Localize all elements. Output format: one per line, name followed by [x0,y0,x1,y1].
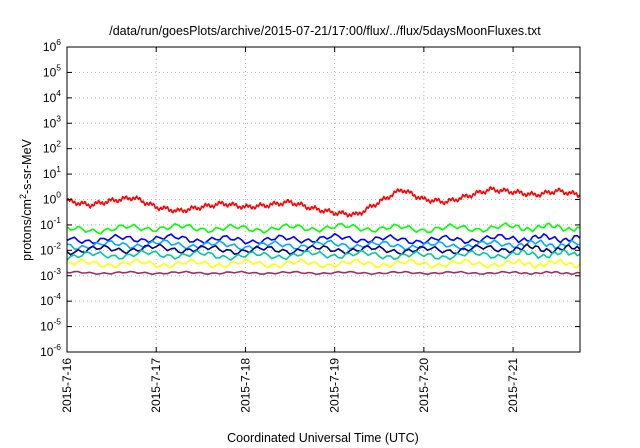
x-tick-label: 2015-7-19 [328,358,342,413]
series-line [66,232,581,245]
y-tick-label: 101 [43,164,61,181]
x-tick-label: 2015-7-17 [149,358,163,413]
y-tick-label: 10-1 [40,215,61,232]
series-line [66,258,581,269]
x-tick-label: 2015-7-18 [238,358,252,413]
y-tick-label: 104 [43,88,61,105]
y-axis-label: protons/cm2-s-sr-MeV [18,138,34,260]
series-line [66,239,581,251]
series-line [66,186,581,218]
x-tick-label: 2015-7-20 [417,358,431,413]
y-tick-label: 102 [43,139,61,156]
y-tick-label: 10-3 [40,266,61,283]
x-tick-label: 2015-7-16 [60,358,74,413]
y-tick-label: 10-4 [40,291,61,308]
y-tick-label: 10-2 [40,240,61,257]
series-line [66,249,581,261]
series-line [66,243,581,256]
x-axis: 2015-7-16 2015-7-17 2015-7-18 2015-7-19 2015… [60,47,520,413]
x-axis-label: Coordinated Universal Time (UTC) [227,431,419,445]
y-tick-label: 10-6 [40,342,61,359]
series-line [66,222,581,235]
y-tick-label: 10-5 [40,317,61,334]
series-line [66,270,581,276]
y-tick-label: 106 [43,37,61,54]
y-tick-label: 100 [43,190,61,207]
y-tick-label: 103 [43,113,61,130]
grid [67,47,580,352]
x-tick-label: 2015-7-21 [506,358,520,413]
chart-title: /data/run/goesPlots/archive/2015-07-21/1… [109,24,541,38]
series-group [66,186,581,276]
y-tick-label: 105 [43,62,61,79]
y-axis: 10-6 10-5 10-4 10-3 10-2 10-1 100 101 102 103 104 1… [40,37,580,359]
